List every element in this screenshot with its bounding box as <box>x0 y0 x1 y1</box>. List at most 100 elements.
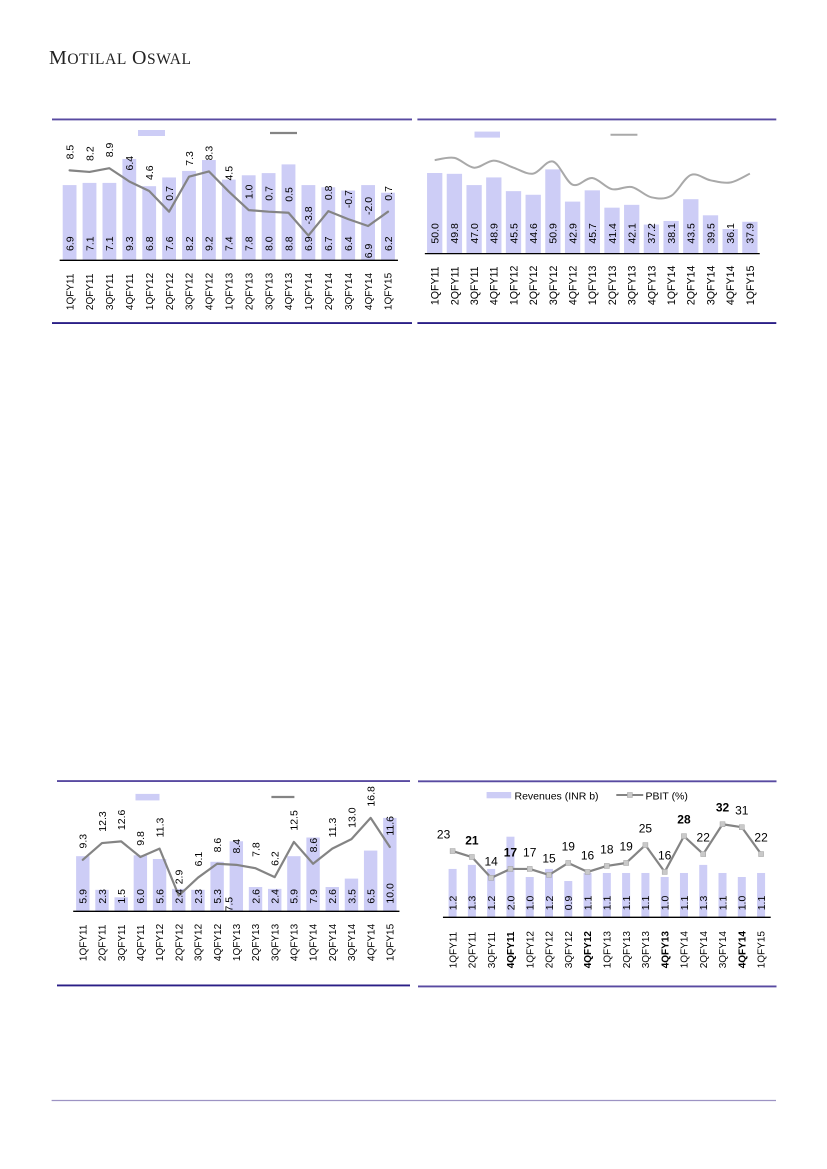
svg-text:2QFY13: 2QFY13 <box>244 272 255 310</box>
svg-text:22: 22 <box>697 831 711 845</box>
svg-text:0.9: 0.9 <box>563 896 575 911</box>
svg-text:2.3: 2.3 <box>193 889 205 904</box>
svg-text:2QFY14: 2QFY14 <box>699 931 710 969</box>
svg-text:7.3: 7.3 <box>184 151 196 166</box>
svg-text:1.3: 1.3 <box>467 896 479 911</box>
svg-text:1.1: 1.1 <box>679 896 691 911</box>
svg-text:19: 19 <box>562 839 576 853</box>
svg-text:1QFY11: 1QFY11 <box>78 924 89 961</box>
svg-text:38.1: 38.1 <box>666 223 678 244</box>
svg-text:1QFY12: 1QFY12 <box>155 923 166 961</box>
svg-text:9.3: 9.3 <box>124 236 136 251</box>
svg-text:1QFY12: 1QFY12 <box>508 266 520 306</box>
svg-text:7.5: 7.5 <box>223 897 235 912</box>
svg-text:2QFY14: 2QFY14 <box>324 272 335 310</box>
svg-text:25: 25 <box>639 822 653 836</box>
svg-text:8.6: 8.6 <box>212 838 224 853</box>
svg-text:10.0: 10.0 <box>385 883 397 904</box>
svg-text:23: 23 <box>437 828 451 842</box>
svg-text:0.7: 0.7 <box>164 186 176 201</box>
svg-text:8.0: 8.0 <box>263 236 275 251</box>
svg-text:4QFY13: 4QFY13 <box>284 272 295 310</box>
svg-text:8.2: 8.2 <box>184 236 196 251</box>
svg-text:45.7: 45.7 <box>587 223 599 244</box>
svg-text:7.8: 7.8 <box>250 842 262 857</box>
svg-text:3QFY14: 3QFY14 <box>347 923 358 961</box>
svg-text:19: 19 <box>619 839 633 853</box>
svg-text:3QFY11: 3QFY11 <box>117 924 128 961</box>
svg-text:3QFY12: 3QFY12 <box>548 266 560 306</box>
svg-text:2QFY12: 2QFY12 <box>174 923 185 961</box>
svg-text:1.0: 1.0 <box>737 896 749 911</box>
svg-text:4QFY14: 4QFY14 <box>737 931 748 969</box>
svg-text:-3.8: -3.8 <box>303 206 315 224</box>
svg-text:2QFY11: 2QFY11 <box>98 924 109 961</box>
svg-text:15: 15 <box>542 851 556 865</box>
svg-text:7.6: 7.6 <box>164 236 176 251</box>
svg-text:4QFY12: 4QFY12 <box>583 931 594 969</box>
svg-text:8.6: 8.6 <box>308 838 320 853</box>
svg-text:3QFY11: 3QFY11 <box>105 273 116 310</box>
svg-text:2QFY12: 2QFY12 <box>165 272 176 310</box>
svg-text:1QFY14: 1QFY14 <box>666 266 678 306</box>
svg-text:2QFY13: 2QFY13 <box>607 266 619 306</box>
svg-text:17: 17 <box>523 845 537 859</box>
svg-text:1QFY12: 1QFY12 <box>525 931 536 969</box>
svg-text:45.5: 45.5 <box>508 223 520 244</box>
svg-text:6.4: 6.4 <box>343 236 355 251</box>
svg-text:0.7: 0.7 <box>383 186 395 201</box>
svg-text:1QFY13: 1QFY13 <box>587 266 599 306</box>
svg-text:1QFY15: 1QFY15 <box>757 931 768 969</box>
svg-text:4QFY11: 4QFY11 <box>506 931 517 968</box>
svg-text:1.3: 1.3 <box>698 896 710 911</box>
svg-text:39.5: 39.5 <box>705 223 717 244</box>
svg-text:2.6: 2.6 <box>327 889 339 904</box>
svg-text:8.2: 8.2 <box>84 146 96 161</box>
svg-text:4QFY14: 4QFY14 <box>366 923 377 961</box>
svg-text:1QFY14: 1QFY14 <box>309 923 320 961</box>
svg-text:2QFY14: 2QFY14 <box>686 266 698 306</box>
svg-text:0.8: 0.8 <box>323 185 335 200</box>
svg-text:3QFY12: 3QFY12 <box>564 931 575 969</box>
svg-text:48.9: 48.9 <box>489 223 501 244</box>
svg-text:1QFY14: 1QFY14 <box>680 931 691 969</box>
svg-text:1QFY13: 1QFY13 <box>224 272 235 310</box>
svg-text:11.3: 11.3 <box>327 818 339 838</box>
svg-text:3QFY11: 3QFY11 <box>469 266 481 305</box>
svg-text:1.2: 1.2 <box>486 896 498 911</box>
svg-text:4QFY12: 4QFY12 <box>567 266 579 306</box>
svg-text:3.5: 3.5 <box>346 889 358 904</box>
svg-text:1.0: 1.0 <box>525 896 537 911</box>
svg-text:1QFY14: 1QFY14 <box>304 272 315 310</box>
svg-text:5.3: 5.3 <box>212 889 224 904</box>
svg-text:6.9: 6.9 <box>363 243 375 258</box>
svg-text:14: 14 <box>484 854 498 868</box>
svg-text:7.8: 7.8 <box>244 236 256 251</box>
svg-text:1QFY13: 1QFY13 <box>602 931 613 969</box>
svg-text:8.4: 8.4 <box>231 839 243 854</box>
svg-text:1.0: 1.0 <box>244 184 256 199</box>
svg-text:2.9: 2.9 <box>174 870 186 885</box>
svg-text:7.1: 7.1 <box>104 236 116 251</box>
svg-text:1.2: 1.2 <box>447 896 459 911</box>
svg-text:2QFY12: 2QFY12 <box>528 266 540 306</box>
svg-text:8.8: 8.8 <box>283 236 295 251</box>
svg-text:42.9: 42.9 <box>567 223 579 244</box>
svg-text:7.1: 7.1 <box>84 236 96 251</box>
svg-text:2QFY13: 2QFY13 <box>622 931 633 969</box>
svg-text:1.1: 1.1 <box>756 896 768 911</box>
svg-text:9.8: 9.8 <box>135 831 147 846</box>
svg-text:49.8: 49.8 <box>449 223 461 244</box>
svg-text:3QFY14: 3QFY14 <box>718 931 729 969</box>
svg-text:50.9: 50.9 <box>548 223 560 244</box>
svg-text:1QFY11: 1QFY11 <box>65 273 76 310</box>
svg-text:50.0: 50.0 <box>430 223 442 244</box>
svg-text:16: 16 <box>581 848 595 862</box>
svg-text:-0.7: -0.7 <box>343 190 355 208</box>
svg-text:8.5: 8.5 <box>64 145 76 160</box>
svg-text:1QFY15: 1QFY15 <box>745 266 757 306</box>
svg-text:4QFY13: 4QFY13 <box>646 266 658 306</box>
svg-text:6.9: 6.9 <box>303 236 315 251</box>
svg-text:2QFY11: 2QFY11 <box>85 273 96 310</box>
svg-text:6.9: 6.9 <box>64 236 76 251</box>
